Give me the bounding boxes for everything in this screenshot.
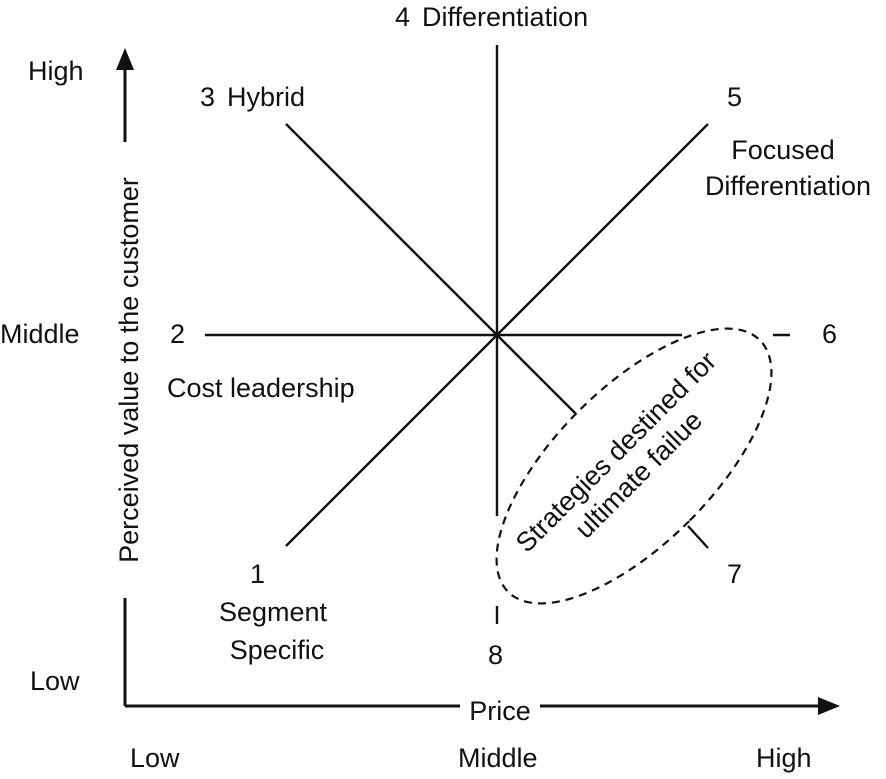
strategy-6-number: 6	[822, 319, 837, 349]
strategy-8-number: 8	[488, 640, 503, 670]
strategy-2-name: Cost leadership	[167, 373, 355, 403]
x-axis-title: Price	[469, 696, 531, 726]
strategy-7-number: 7	[727, 559, 742, 589]
strategy-3-name: Hybrid	[227, 82, 305, 112]
strategy-3-number: 3	[200, 82, 215, 112]
y-axis-arrowhead	[116, 48, 134, 70]
strategy-2-number: 2	[170, 319, 185, 349]
x-level-low: Low	[130, 743, 180, 773]
x-level-middle: Middle	[458, 743, 538, 773]
route-line-1	[285, 334, 498, 547]
x-level-high: High	[756, 743, 812, 773]
strategy-5-number: 5	[727, 82, 742, 112]
strategy-1-name: Segment	[219, 597, 328, 627]
strategy-5-name: Focused	[731, 135, 835, 165]
x-axis-arrowhead	[818, 697, 840, 715]
y-level-high: High	[28, 56, 84, 86]
strategy-4-name: Differentiation	[422, 2, 588, 32]
y-level-low: Low	[30, 666, 80, 696]
failure-zone-ellipse	[495, 327, 773, 605]
strategy-1-number: 1	[250, 559, 265, 589]
strategy-1-name-line2: Specific	[230, 635, 325, 665]
route-line-5	[496, 123, 709, 336]
route-line-7-tick	[687, 525, 709, 549]
strategy-5-name-line2: Differentiation	[705, 171, 871, 201]
y-axis-title: Perceived value to the customer	[114, 177, 144, 563]
route-line-7	[496, 334, 577, 415]
y-level-middle: Middle	[0, 319, 80, 349]
route-line-3	[285, 123, 498, 336]
strategy-4-number: 4	[395, 2, 410, 32]
